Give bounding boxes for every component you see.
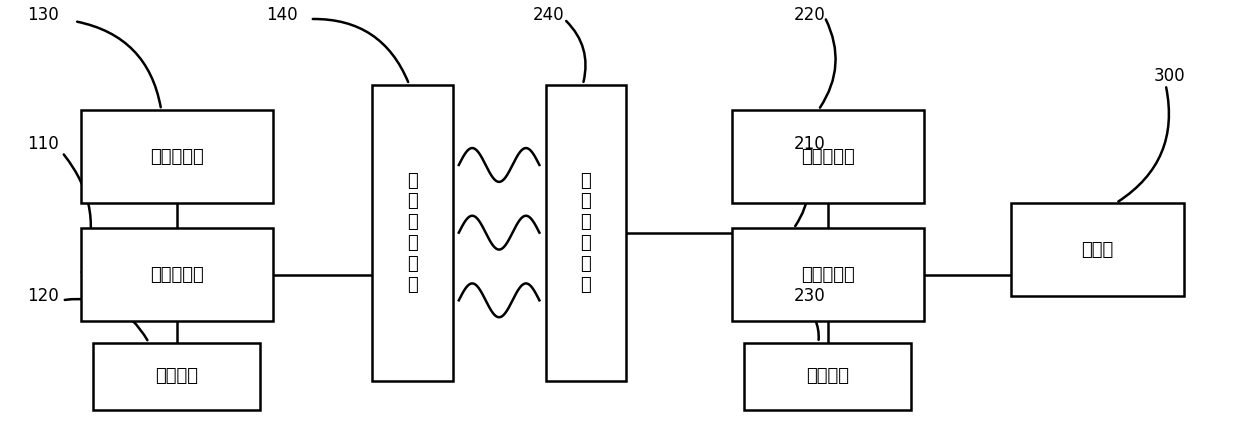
Bar — [546, 85, 626, 381]
Text: 无
线
发
送
模
块: 无 线 发 送 模 块 — [407, 172, 418, 294]
Text: 无
线
接
收
模
块: 无 线 接 收 模 块 — [580, 172, 591, 294]
Text: 第一控制器: 第一控制器 — [150, 266, 203, 284]
Text: 140: 140 — [267, 6, 299, 24]
Text: 230: 230 — [794, 287, 826, 305]
Text: 210: 210 — [794, 135, 826, 153]
Text: 240: 240 — [533, 6, 565, 24]
Bar — [732, 228, 924, 321]
Bar — [1011, 203, 1184, 296]
Bar — [81, 228, 273, 321]
Text: 220: 220 — [794, 6, 826, 24]
Text: 130: 130 — [27, 6, 60, 24]
Text: 温度传感器: 温度传感器 — [150, 148, 203, 165]
Bar — [93, 343, 260, 410]
Text: 第二线圈: 第二线圈 — [806, 368, 849, 385]
Text: 第二控制器: 第二控制器 — [801, 266, 854, 284]
Text: 110: 110 — [27, 135, 60, 153]
Text: 120: 120 — [27, 287, 60, 305]
Text: 时间控制器: 时间控制器 — [801, 148, 854, 165]
Bar — [81, 110, 273, 203]
Text: 300: 300 — [1153, 67, 1185, 85]
Bar — [732, 110, 924, 203]
Bar — [744, 343, 911, 410]
Bar — [372, 85, 453, 381]
Text: 第一线圈: 第一线圈 — [155, 368, 198, 385]
Text: 监控端: 监控端 — [1081, 241, 1114, 258]
